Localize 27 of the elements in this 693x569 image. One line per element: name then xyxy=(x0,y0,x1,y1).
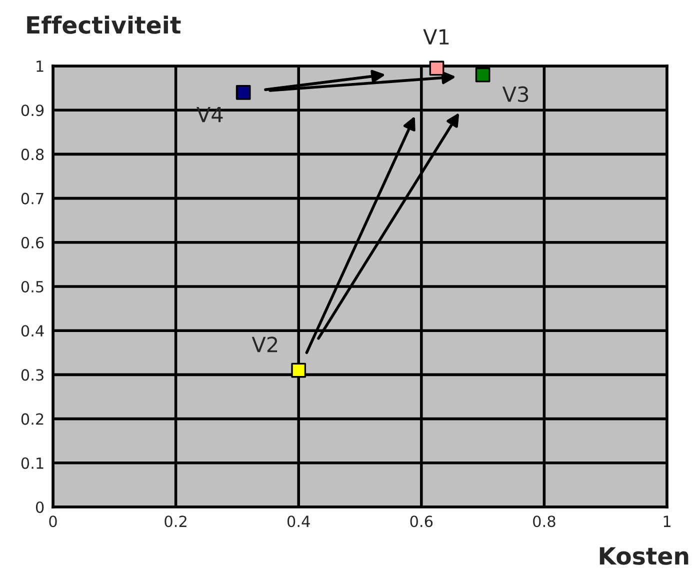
y-tick-label: 1 xyxy=(36,60,44,72)
y-tick-label: 0.1 xyxy=(21,457,44,469)
x-tick-label: 0.8 xyxy=(533,516,556,528)
series-label: V4 xyxy=(196,106,223,122)
y-axis-title: Effectiviteit xyxy=(27,16,181,34)
x-axis-title: Kosten xyxy=(600,547,688,565)
point xyxy=(429,60,444,76)
point xyxy=(291,362,306,378)
x-tick-label: 0 xyxy=(49,516,57,528)
series-label: V1 xyxy=(423,29,449,44)
y-tick-label: 0.9 xyxy=(21,104,44,116)
y-tick-label: 0.5 xyxy=(21,280,44,293)
series-label: V3 xyxy=(502,86,528,102)
point xyxy=(475,67,490,82)
y-tick-label: 0.6 xyxy=(21,236,44,248)
x-tick-label: 0.2 xyxy=(164,516,186,528)
y-tick-label: 0 xyxy=(36,501,44,514)
x-tick-label: 0.4 xyxy=(287,516,310,528)
y-tick-label: 0.2 xyxy=(21,413,44,425)
series-label: V2 xyxy=(252,336,278,352)
y-tick-label: 0.8 xyxy=(21,148,44,160)
x-tick-label: 1 xyxy=(664,516,670,527)
y-tick-label: 0.4 xyxy=(21,325,44,337)
point xyxy=(236,85,251,100)
x-tick-label: 0.6 xyxy=(410,516,433,528)
y-tick-label: 0.7 xyxy=(21,192,44,204)
y-tick-label: 0.3 xyxy=(21,369,44,381)
